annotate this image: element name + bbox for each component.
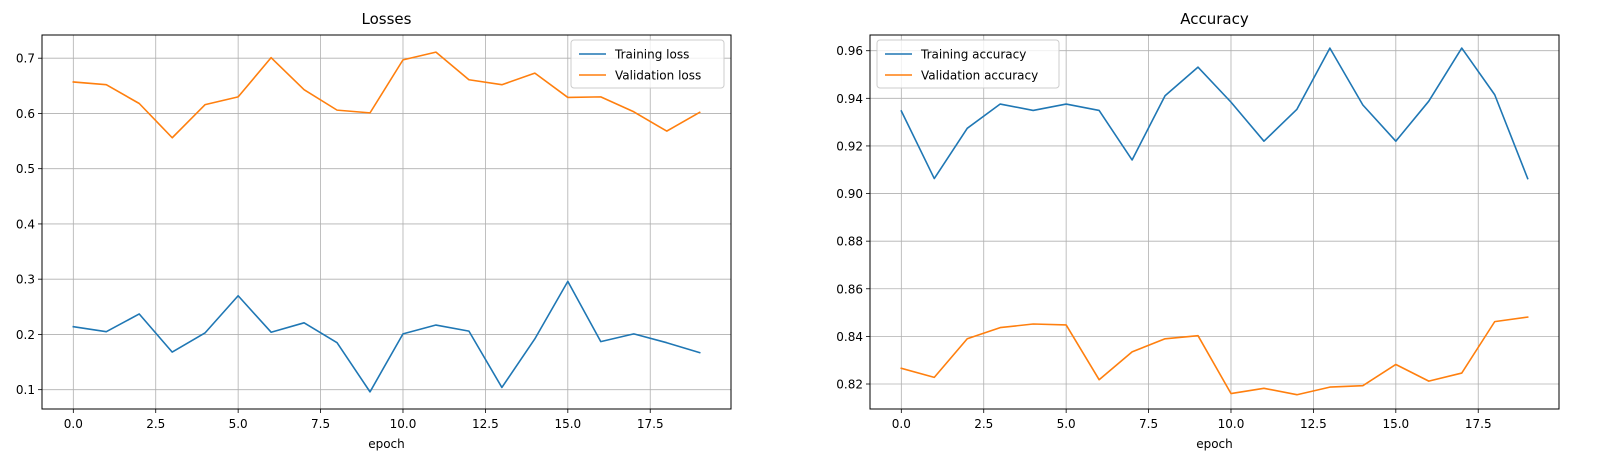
x-tick-label: 2.5 [974,417,993,431]
y-tick-label: 0.3 [16,273,35,287]
y-tick-label: 0.94 [836,92,863,106]
x-tick-label: 15.0 [554,417,581,431]
ticks: 0.0 2.5 5.0 7.5 10.0 12.5 15.0 17.5 0.1 0.2 0.3 0.4… [16,52,664,431]
y-tick-label: 0.82 [836,378,863,392]
series-line-training-loss [72,280,701,393]
legend-label-validation-accuracy: Validation accuracy [921,69,1038,83]
y-tick-label: 0.96 [836,44,863,58]
y-tick-label: 0.1 [16,383,35,397]
losses-chart: Losses epoch 0.0 2.5 5.0 7.5 10.0 12.5 15.0 17.… [16,10,732,451]
y-tick-label: 0.5 [16,162,35,176]
ticks: 0.0 2.5 5.0 7.5 10.0 12.5 15.0 17.5 0.82 0.84 0.86… [836,44,1491,431]
chart-title: Losses [362,10,412,28]
legend-label-training-loss: Training loss [614,48,689,62]
x-tick-label: 10.0 [390,417,417,431]
x-tick-label: 5.0 [229,417,248,431]
series-line-validation-accuracy [900,316,1529,396]
series-line-validation-loss [72,51,701,139]
accuracy-chart: Accuracy epoch 0.0 2.5 5.0 7.5 10.0 12.5 15.0 1… [836,10,1560,451]
x-tick-label: 12.5 [472,417,499,431]
x-tick-label: 5.0 [1057,417,1076,431]
x-tick-label: 17.5 [637,417,664,431]
plot-frame [869,34,1560,410]
chart-title: Accuracy [1180,10,1249,28]
series-layer [72,51,701,393]
x-tick-label: 12.5 [1300,417,1327,431]
x-tick-label: 10.0 [1218,417,1245,431]
y-tick-label: 0.88 [836,235,863,249]
y-tick-label: 0.7 [16,52,35,66]
legend: Training loss Validation loss [570,39,725,89]
x-tick-label: 15.0 [1382,417,1409,431]
legend-label-validation-loss: Validation loss [615,69,701,83]
y-tick-label: 0.86 [836,282,863,296]
x-tick-label: 0.0 [892,417,911,431]
x-tick-label: 2.5 [146,417,165,431]
grid [870,35,1559,409]
series-layer [900,47,1529,396]
x-tick-label: 7.5 [1139,417,1158,431]
y-tick-label: 0.4 [16,217,35,231]
y-tick-label: 0.6 [16,107,35,121]
x-axis-label: epoch [1196,437,1233,451]
x-tick-label: 7.5 [311,417,330,431]
y-tick-label: 0.84 [836,330,863,344]
legend-label-training-accuracy: Training accuracy [920,48,1026,62]
y-tick-label: 0.90 [836,187,863,201]
legend-box [876,39,1060,89]
y-tick-label: 0.92 [836,139,863,153]
plot-frame [41,34,732,410]
y-tick-label: 0.2 [16,328,35,342]
x-tick-label: 0.0 [64,417,83,431]
legend: Training accuracy Validation accuracy [876,39,1060,89]
x-tick-label: 17.5 [1465,417,1492,431]
x-axis-label: epoch [368,437,405,451]
legend-box [570,39,725,89]
series-line-training-accuracy [900,47,1529,180]
